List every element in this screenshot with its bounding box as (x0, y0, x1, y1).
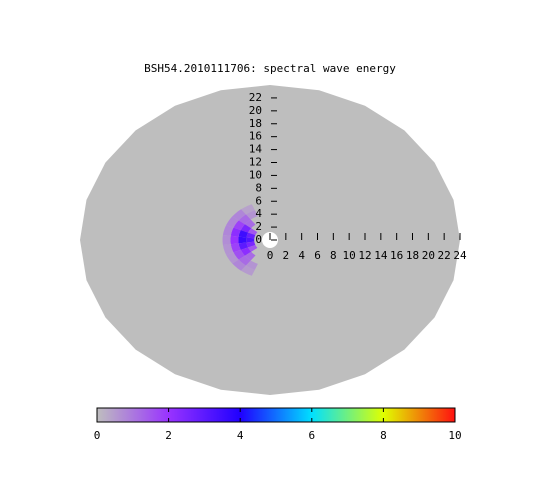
y-tick-label: 8 (255, 181, 262, 194)
x-tick-label: 10 (343, 249, 356, 262)
energy-cell (233, 220, 245, 231)
y-tick-label: 0 (255, 233, 262, 246)
x-tick-label: 8 (330, 249, 337, 262)
colorbar-label: 4 (237, 429, 244, 442)
y-tick-label: 14 (249, 143, 263, 156)
energy-cell (244, 219, 256, 229)
x-tick-label: 20 (422, 249, 435, 262)
energy-cell (241, 204, 255, 215)
energy-cell (238, 236, 247, 244)
y-tick-label: 22 (249, 91, 262, 104)
energy-cell (222, 225, 234, 236)
energy-cell (241, 265, 255, 276)
y-tick-label: 18 (249, 117, 262, 130)
x-tick-label: 0 (267, 249, 274, 262)
colorbar-label: 8 (380, 429, 387, 442)
chart-title: BSH54.2010111706: spectral wave energy (144, 62, 396, 75)
x-tick-label: 24 (453, 249, 467, 262)
x-tick-label: 18 (406, 249, 419, 262)
energy-cell (244, 251, 256, 261)
colorbar-label: 2 (165, 429, 172, 442)
energy-cell (233, 249, 245, 260)
energy-cell (232, 209, 246, 221)
energy-cell (230, 227, 241, 237)
y-tick-label: 12 (249, 156, 262, 169)
x-tick-label: 6 (314, 249, 321, 262)
x-tick-label: 22 (438, 249, 451, 262)
x-tick-label: 4 (298, 249, 305, 262)
energy-cell (246, 241, 256, 248)
colorbar-label: 10 (448, 429, 461, 442)
energy-cell (246, 232, 256, 239)
y-tick-label: 6 (255, 194, 262, 207)
colorbar-label: 0 (94, 429, 101, 442)
y-tick-label: 10 (249, 168, 262, 181)
energy-cell (232, 259, 246, 271)
x-tick-label: 12 (358, 249, 371, 262)
energy-cell (240, 224, 252, 233)
energy-cell (222, 244, 234, 255)
energy-cell (238, 255, 251, 266)
x-tick-label: 2 (283, 249, 290, 262)
energy-cell (230, 243, 241, 253)
y-tick-label: 16 (249, 130, 262, 143)
energy-cell (226, 216, 239, 228)
energy-cell (226, 252, 239, 264)
y-tick-label: 20 (249, 104, 262, 117)
energy-cell (240, 247, 252, 256)
y-tick-label: 4 (255, 207, 262, 220)
energy-cell (238, 230, 249, 238)
x-tick-label: 16 (390, 249, 403, 262)
energy-cell (230, 235, 239, 245)
energy-cell (238, 242, 249, 250)
energy-cell (245, 260, 258, 270)
x-tick-label: 14 (374, 249, 388, 262)
colorbar (96, 407, 456, 423)
y-tick-label: 2 (255, 220, 262, 233)
energy-cell (222, 234, 231, 246)
energy-cell (248, 228, 258, 236)
colorbar-label: 6 (308, 429, 315, 442)
energy-cell (248, 244, 258, 252)
energy-cell (245, 210, 258, 220)
energy-cell (246, 237, 255, 243)
energy-cell (238, 214, 251, 225)
